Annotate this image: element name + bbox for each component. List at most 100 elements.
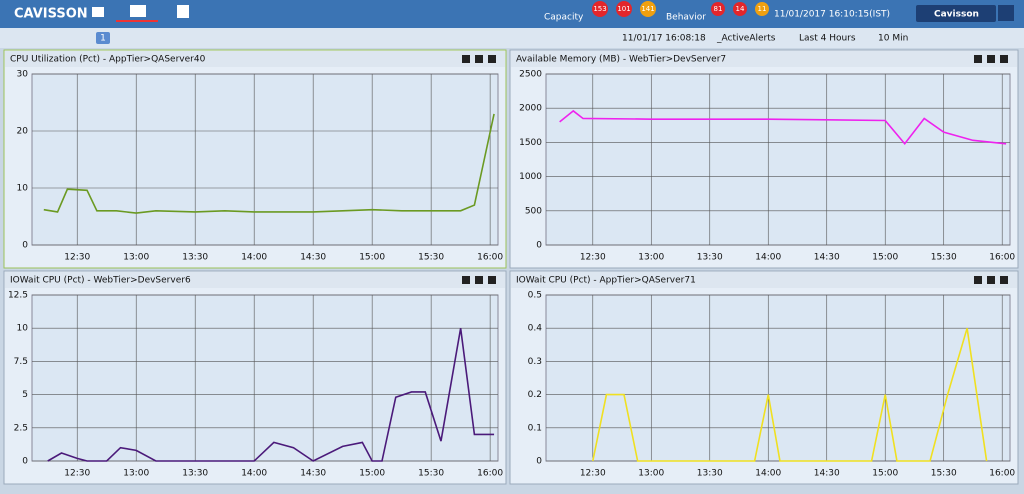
series-line [43,113,495,214]
monitor-icon[interactable] [130,5,146,17]
capacity-count: 141 [641,5,654,13]
y-tick-label: 500 [525,206,542,216]
x-tick-label: 16:00 [477,253,503,263]
header-bar [0,0,1024,28]
page-number[interactable]: 1 [100,34,106,44]
behavior-badge [711,2,725,16]
y-tick-label: 30 [17,70,29,80]
x-tick-label: 14:00 [755,469,781,479]
x-tick-label: 16:00 [477,469,503,479]
behavior-count: 11 [758,5,767,13]
settings-button[interactable] [475,276,483,284]
plot-area [31,294,499,462]
y-tick-label: 5 [22,390,28,400]
interval[interactable]: 10 Min [878,34,908,44]
x-tick-label: 13:30 [182,253,208,263]
y-tick-label: 0.5 [528,291,542,301]
x-tick-label: 13:30 [697,253,723,263]
expand-button[interactable] [974,55,982,63]
panel-title: Available Memory (MB) - WebTier>DevServe… [516,55,726,65]
expand-button[interactable] [974,276,982,284]
y-tick-label: 1500 [519,138,542,148]
y-tick-label: 0.2 [528,390,542,400]
x-tick-label: 14:00 [241,469,267,479]
favorite[interactable]: _ActiveAlerts [716,34,776,44]
x-tick-label: 14:30 [300,253,326,263]
panel-header [5,51,505,67]
settings-button[interactable] [987,276,995,284]
x-tick-label: 15:00 [359,469,385,479]
x-tick-label: 12:30 [64,469,90,479]
capacity-badge [616,1,632,17]
y-tick-label: 20 [17,127,29,137]
x-tick-label: 13:00 [123,253,149,263]
fullscreen-button[interactable] [998,5,1014,21]
page-box[interactable] [96,32,110,44]
home-icon[interactable] [92,7,104,17]
y-tick-label: 10 [17,184,29,194]
toolbar [0,28,1024,48]
x-tick-label: 16:00 [989,253,1015,263]
capacity-count: 101 [617,5,630,13]
x-tick-label: 14:00 [755,253,781,263]
capacity-badge [592,1,608,17]
x-tick-label: 12:30 [580,469,606,479]
behavior-count: 81 [714,5,723,13]
y-tick-label: 0.4 [528,324,543,334]
alert-icon[interactable] [177,5,189,18]
x-tick-label: 13:00 [123,469,149,479]
y-tick-label: 0 [536,241,542,251]
logo: CAVISSON [14,7,88,22]
x-tick-label: 14:30 [814,253,840,263]
x-tick-label: 14:30 [300,469,326,479]
y-tick-label: 0.3 [528,357,542,367]
settings-button[interactable] [987,55,995,63]
y-tick-label: 7.5 [14,357,28,367]
toolbar-time: 11/01/17 16:08:18 [622,34,706,44]
x-tick-label: 13:00 [638,253,664,263]
expand-button[interactable] [462,276,470,284]
y-tick-label: 0.1 [528,423,542,433]
series-line [559,109,1007,146]
x-tick-label: 14:30 [814,469,840,479]
plot-area [545,294,1011,462]
user-name[interactable]: Cavisson [934,10,979,20]
capacity-badge [640,1,656,17]
y-tick-label: 2500 [519,70,542,80]
x-tick-label: 15:30 [931,253,957,263]
series-line [592,327,988,462]
behavior-badge [733,2,747,16]
behavior-label: Behavior [666,13,706,23]
x-tick-label: 15:00 [359,253,385,263]
y-tick-label: 12.5 [8,291,28,301]
y-tick-label: 2000 [519,104,542,114]
y-tick-label: 10 [17,324,29,334]
settings-button[interactable] [475,55,483,63]
time-range[interactable]: Last 4 Hours [799,34,856,44]
behavior-badge [755,2,769,16]
close-button[interactable] [488,276,496,284]
plot-area [545,73,1011,246]
x-tick-label: 15:00 [872,253,898,263]
datetime: 11/01/2017 16:10:15(IST) [774,10,890,20]
close-button[interactable] [1000,55,1008,63]
close-button[interactable] [488,55,496,63]
panel-title: IOWait CPU (Pct) - AppTier>QAServer71 [516,276,696,286]
user-menu[interactable] [916,5,996,22]
y-tick-label: 1000 [519,172,542,182]
panel-title: IOWait CPU (Pct) - WebTier>DevServer6 [10,276,191,286]
x-tick-label: 15:30 [418,469,444,479]
x-tick-label: 14:00 [241,253,267,263]
behavior-count: 14 [736,5,745,13]
panel-header [511,272,1017,288]
x-tick-label: 13:30 [182,469,208,479]
x-tick-label: 13:00 [638,469,664,479]
x-tick-label: 15:00 [872,469,898,479]
panel-header [511,51,1017,67]
expand-button[interactable] [462,55,470,63]
x-tick-label: 12:30 [64,253,90,263]
close-button[interactable] [1000,276,1008,284]
x-tick-label: 13:30 [697,469,723,479]
